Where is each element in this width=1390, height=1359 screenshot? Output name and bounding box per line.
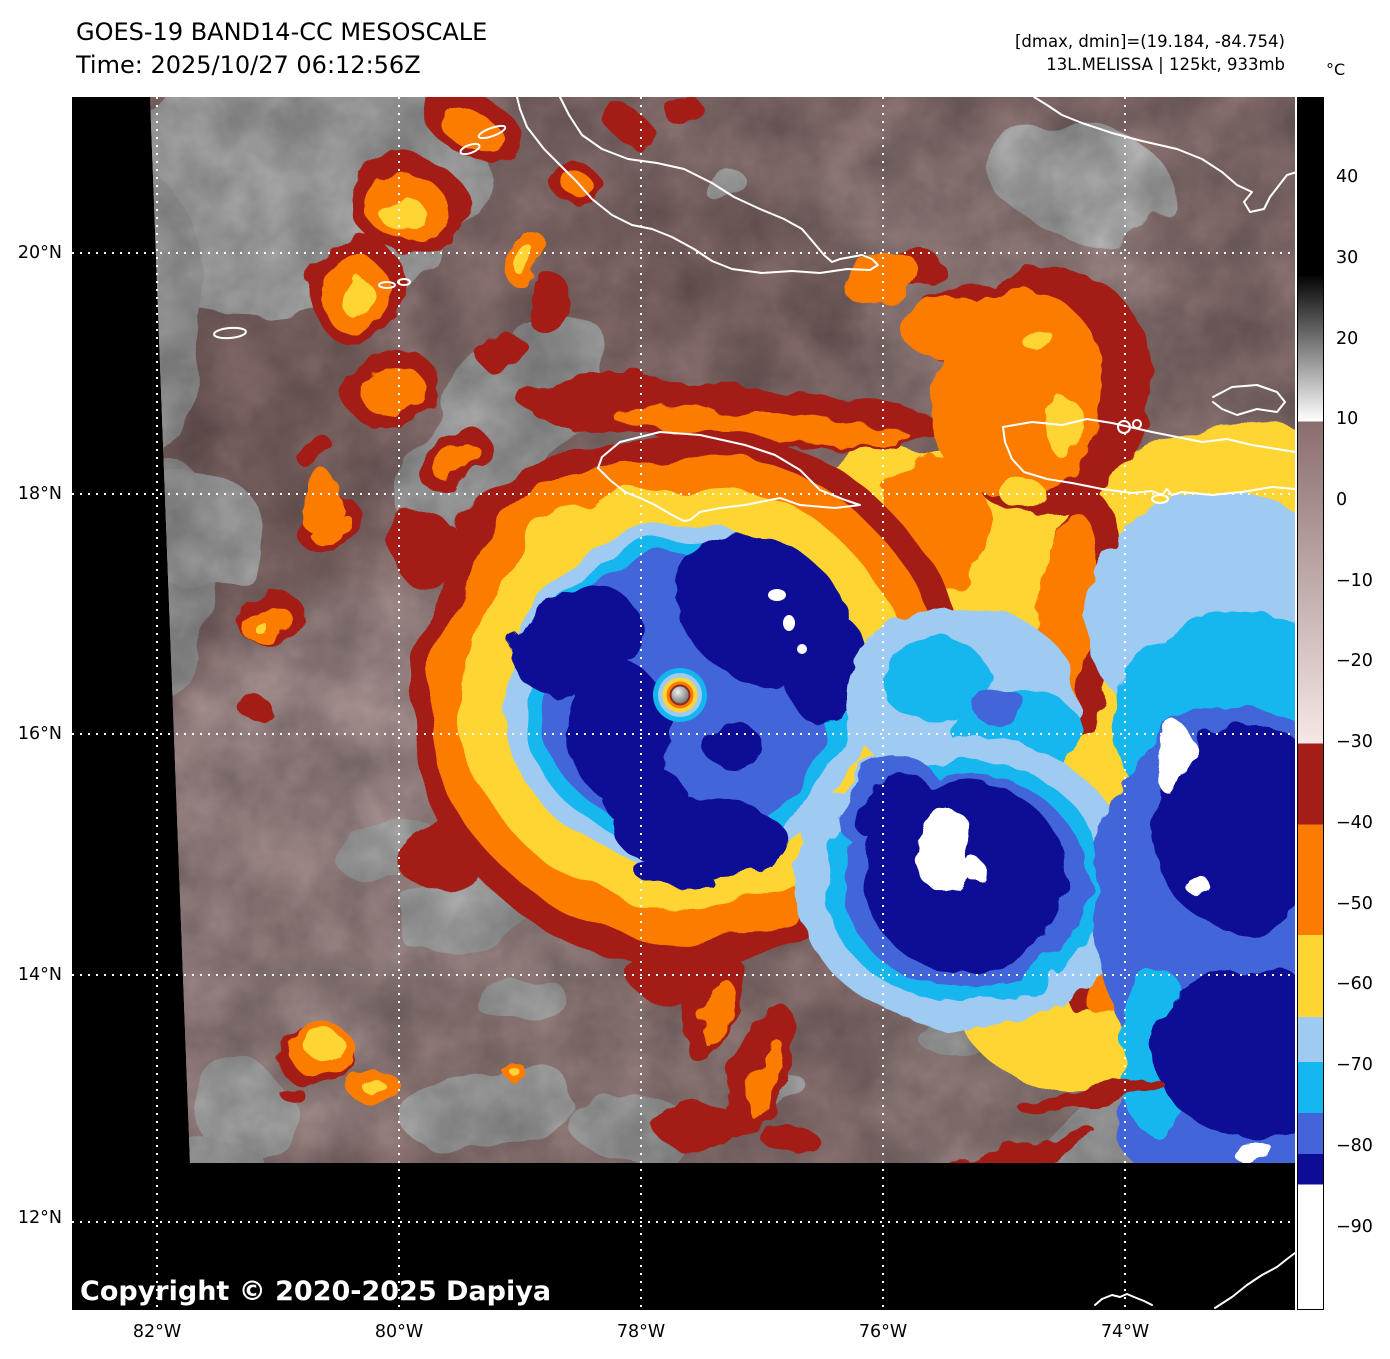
colorbar-tick: −30: [1336, 732, 1373, 752]
coastline-cuba: [516, 96, 879, 274]
range-annotation: [dmax, dmin]=(19.184, -84.754): [1015, 32, 1285, 51]
storm-annotation: 13L.MELISSA | 125kt, 933mb: [1046, 55, 1285, 74]
colorbar-tick: −90: [1336, 1217, 1373, 1237]
colorbar-tick: −50: [1336, 894, 1373, 914]
coastline-jamaica: [597, 431, 861, 522]
hurricane-eye[interactable]: [653, 668, 707, 722]
coastline-haiti-south: [1002, 426, 1296, 496]
cold-mass-east: [1087, 492, 1295, 1163]
colorbar-tick: 20: [1336, 329, 1359, 349]
coastline-cayman-brac: [378, 281, 396, 289]
eye-warm-center: [671, 686, 689, 704]
title-line1: GOES-19 BAND14-CC MESOSCALE: [76, 18, 488, 46]
copyright-text: Copyright © 2020-2025 Dapiya: [80, 1276, 551, 1307]
spiral-band-south: [240, 474, 1160, 1163]
colorbar-tick: −70: [1336, 1055, 1373, 1075]
satellite-map[interactable]: Copyright © 2020-2025 Dapiya: [72, 96, 1368, 1310]
coastline-grand-cayman: [213, 326, 247, 340]
colorbar-tick: −80: [1336, 1136, 1373, 1156]
satellite-data-region: [150, 97, 1295, 1163]
colorbar-gradient: [1297, 97, 1324, 1310]
colorbar-tick: −20: [1336, 651, 1373, 671]
colorbar-tick: −40: [1336, 813, 1373, 833]
convective-cluster-southeast: [795, 607, 1135, 1027]
colorbar-tick: −60: [1336, 974, 1373, 994]
lon-tick-80w: 80°W: [374, 1322, 424, 1342]
plot-title: GOES-19 BAND14-CC MESOSCALE Time: 2025/1…: [76, 16, 487, 82]
colorbar-tick: 0: [1336, 490, 1348, 510]
lat-tick-20n: 20°N: [17, 243, 62, 263]
lat-tick-18n: 18°N: [17, 484, 62, 504]
coastline-south-america: [1214, 1252, 1296, 1309]
coastlines: [213, 96, 1368, 1309]
overshoot-white-pixels: [768, 589, 807, 654]
lat-tick-16n: 16°N: [17, 724, 62, 744]
coastline-cuban-cays: [477, 124, 507, 140]
colorbar-tick: 30: [1336, 248, 1359, 268]
coastline-haiti-nw-peninsula: [1212, 384, 1286, 416]
lon-tick-82w: 82°W: [132, 1322, 182, 1342]
colorbar-tick: 10: [1336, 409, 1359, 429]
title-line2: Time: 2025/10/27 06:12:56Z: [76, 51, 421, 79]
colorbar-tick: −10: [1336, 571, 1373, 591]
lon-tick-76w: 76°W: [858, 1322, 908, 1342]
coastline-haiti-north: [1002, 418, 1296, 453]
colorbar-tick: 40: [1336, 167, 1359, 187]
header-annotations: [dmax, dmin]=(19.184, -84.754) 13L.MELIS…: [1015, 30, 1285, 76]
colorbar-unit-label: °C: [1326, 60, 1346, 79]
coastline-guajira: [1094, 1293, 1153, 1306]
lon-tick-74w: 74°W: [1100, 1322, 1150, 1342]
lat-tick-14n: 14°N: [17, 965, 62, 985]
lat-tick-12n: 12°N: [17, 1208, 62, 1228]
lon-tick-78w: 78°W: [616, 1322, 666, 1342]
